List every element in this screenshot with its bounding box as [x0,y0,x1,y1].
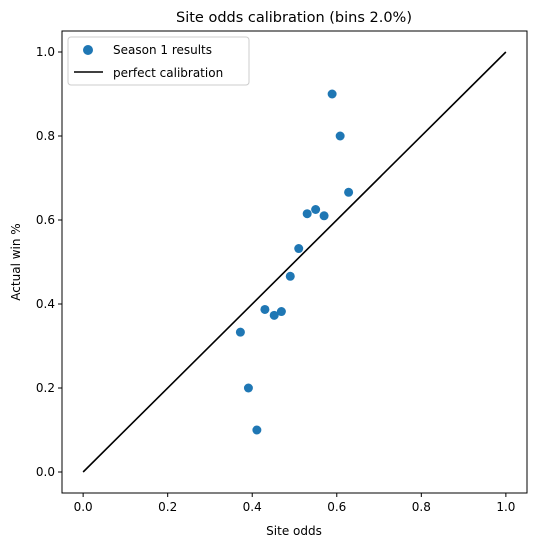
legend: Season 1 results perfect calibration [67,36,250,86]
y-tick-label: 0.8 [36,129,55,143]
y-axis-label: Actual win % [9,223,23,300]
chart-title: Site odds calibration (bins 2.0%) [176,10,412,26]
y-tick-label: 0.2 [36,381,55,395]
legend-marker-season [83,45,93,55]
x-tick-label: 0.0 [74,500,93,514]
x-tick-label: 1.0 [496,500,515,514]
data-point [260,304,270,314]
data-point [302,209,312,219]
x-axis-ticks: 0.0 0.2 0.4 0.6 0.8 1.0 [74,493,515,514]
data-point [344,187,354,197]
y-tick-label: 0.0 [36,465,55,479]
perfect-calibration-line [82,51,507,473]
data-point [311,205,321,214]
data-point [269,310,279,320]
data-point [294,244,304,254]
legend-label-season: Season 1 results [113,43,212,57]
y-axis-ticks: 0.0 0.2 0.4 0.6 0.8 1.0 [36,45,62,479]
x-tick-label: 0.4 [243,500,262,514]
perfect-calibration-line-layer [82,51,507,473]
season-points-layer [235,89,354,435]
x-axis-label: Site odds [266,524,322,538]
y-tick-label: 0.6 [36,213,55,227]
plot-frame [61,30,528,494]
legend-box [67,36,250,86]
x-tick-label: 0.2 [158,500,177,514]
data-point [285,271,295,281]
data-point [243,383,253,393]
data-point [276,307,286,317]
y-tick-label: 1.0 [36,45,55,59]
data-point [327,89,337,99]
data-point [319,211,329,221]
legend-label-perfect: perfect calibration [113,66,223,80]
data-point [235,327,245,337]
data-point [335,131,345,141]
y-tick-label: 0.4 [36,297,55,311]
x-tick-label: 0.6 [327,500,346,514]
plot-area: 0.0 0.2 0.4 0.6 0.8 1.0 0.0 0.2 0.4 0.6 0.8 1.0 [36,30,528,514]
x-tick-label: 0.8 [412,500,431,514]
data-point [252,425,262,435]
